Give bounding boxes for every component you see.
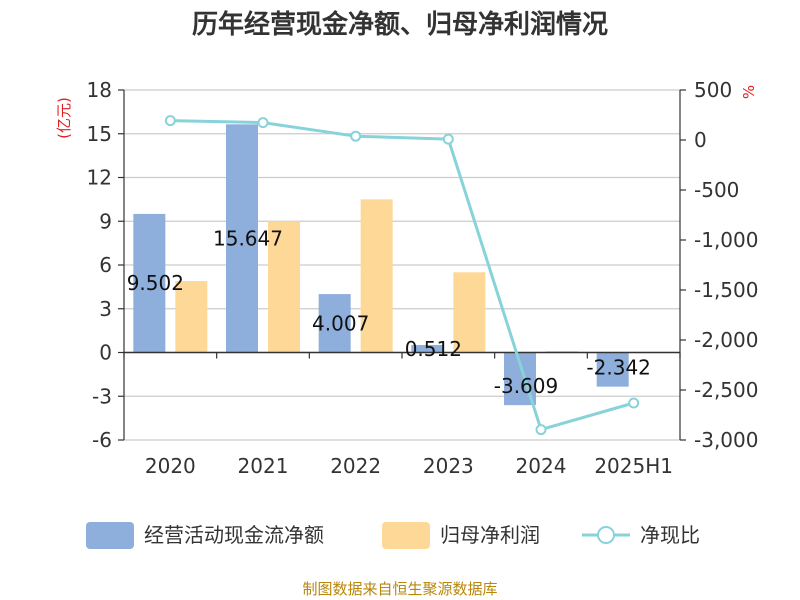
cashflow-bar bbox=[226, 124, 258, 353]
cashflow-data-label: 4.007 bbox=[312, 311, 369, 335]
x-axis-tick-label: 2023 bbox=[423, 454, 474, 478]
net-cash-ratio-point bbox=[442, 133, 454, 145]
bar-series-layer bbox=[133, 124, 671, 406]
x-axis-tick-label: 2021 bbox=[238, 454, 289, 478]
legend-item[interactable]: 归母净利润 bbox=[382, 522, 540, 549]
right-axis-tick-label: 500 bbox=[694, 78, 732, 102]
x-axis: 2020 2021 2022 2023 2024 2025H1 bbox=[123, 351, 681, 478]
right-axis-unit-label: % bbox=[740, 85, 758, 99]
legend-item[interactable]: 经营活动现金流净额 bbox=[86, 522, 324, 549]
legend-swatch bbox=[86, 522, 134, 549]
right-axis-tick-label: -3,000 bbox=[694, 428, 758, 452]
chart-title: 历年经营现金净额、归母净利润情况 bbox=[192, 9, 608, 40]
cashflow-bar bbox=[596, 352, 629, 387]
legend-label: 归母净利润 bbox=[440, 523, 540, 547]
left-y-axis: -6 -3 0 3 6 9 12 15 18 bbox=[87, 78, 125, 452]
right-axis-tick-label: -1,500 bbox=[694, 278, 758, 302]
right-axis-tick-label: -2,000 bbox=[694, 328, 758, 352]
left-axis-tick-label: 6 bbox=[99, 253, 112, 277]
net-profit-bar bbox=[175, 281, 208, 353]
cashflow-data-label: -2.342 bbox=[586, 356, 650, 380]
right-axis-tick-label: 0 bbox=[694, 128, 707, 152]
net-cash-ratio-point bbox=[164, 115, 176, 127]
cashflow-bar bbox=[411, 345, 444, 353]
right-axis-tick-label: -500 bbox=[694, 178, 739, 202]
x-axis-tick-label: 2020 bbox=[145, 454, 196, 478]
legend-item[interactable]: 净现比 bbox=[582, 523, 700, 547]
legend-swatch bbox=[382, 522, 430, 549]
legend-label: 净现比 bbox=[640, 523, 700, 547]
right-y-axis: 500 0 -500 -1,000 -1,500 -2,000 -2,500 -3,000 bbox=[679, 78, 758, 452]
net-profit-bar bbox=[453, 272, 486, 353]
cashflow-data-label: 9.502 bbox=[127, 271, 184, 295]
net-cash-ratio-point bbox=[257, 117, 269, 129]
data-label-layer: 9.502 15.647 4.007 0.512 -3.609 -2.342 bbox=[127, 226, 651, 398]
net-profit-bar bbox=[360, 199, 393, 353]
right-axis-tick-label: -1,000 bbox=[694, 228, 758, 252]
left-axis-tick-label: 9 bbox=[99, 209, 112, 233]
net-cash-ratio-line bbox=[170, 119, 635, 432]
net-profit-bar bbox=[546, 351, 578, 353]
left-axis-tick-label: 15 bbox=[87, 122, 112, 146]
line-series-layer bbox=[164, 115, 640, 436]
right-axis-tick-label: -2,500 bbox=[694, 378, 758, 402]
legend: 经营活动现金流净额 归母净利润 净现比 bbox=[86, 522, 700, 549]
net-cash-ratio-point bbox=[628, 397, 640, 409]
net-profit-bar bbox=[268, 221, 300, 353]
legend-label: 经营活动现金流净额 bbox=[144, 523, 324, 547]
cashflow-data-label: 0.512 bbox=[405, 337, 462, 361]
left-axis-unit-label: (亿元) bbox=[55, 97, 73, 139]
x-axis-tick-label: 2025H1 bbox=[594, 454, 673, 478]
x-axis-tick-label: 2024 bbox=[516, 454, 567, 478]
cashflow-bar bbox=[318, 294, 351, 353]
x-axis-tick-label: 2022 bbox=[330, 454, 381, 478]
left-axis-tick-label: 18 bbox=[87, 78, 112, 102]
left-axis-tick-label: 0 bbox=[99, 341, 112, 365]
left-axis-tick-label: -6 bbox=[92, 428, 112, 452]
left-axis-tick-label: -3 bbox=[92, 384, 112, 408]
source-note: 制图数据来自恒生聚源数据库 bbox=[302, 580, 497, 598]
grid-lines bbox=[124, 89, 680, 441]
left-axis-tick-label: 3 bbox=[99, 297, 112, 321]
cashflow-data-label: -3.609 bbox=[494, 374, 558, 398]
cashflow-data-label: 15.647 bbox=[213, 226, 283, 250]
cashflow-bar bbox=[133, 213, 166, 353]
net-cash-ratio-point bbox=[535, 424, 547, 436]
left-axis-tick-label: 12 bbox=[87, 166, 112, 190]
legend-line-marker bbox=[597, 526, 615, 544]
net-cash-ratio-point bbox=[350, 130, 362, 142]
